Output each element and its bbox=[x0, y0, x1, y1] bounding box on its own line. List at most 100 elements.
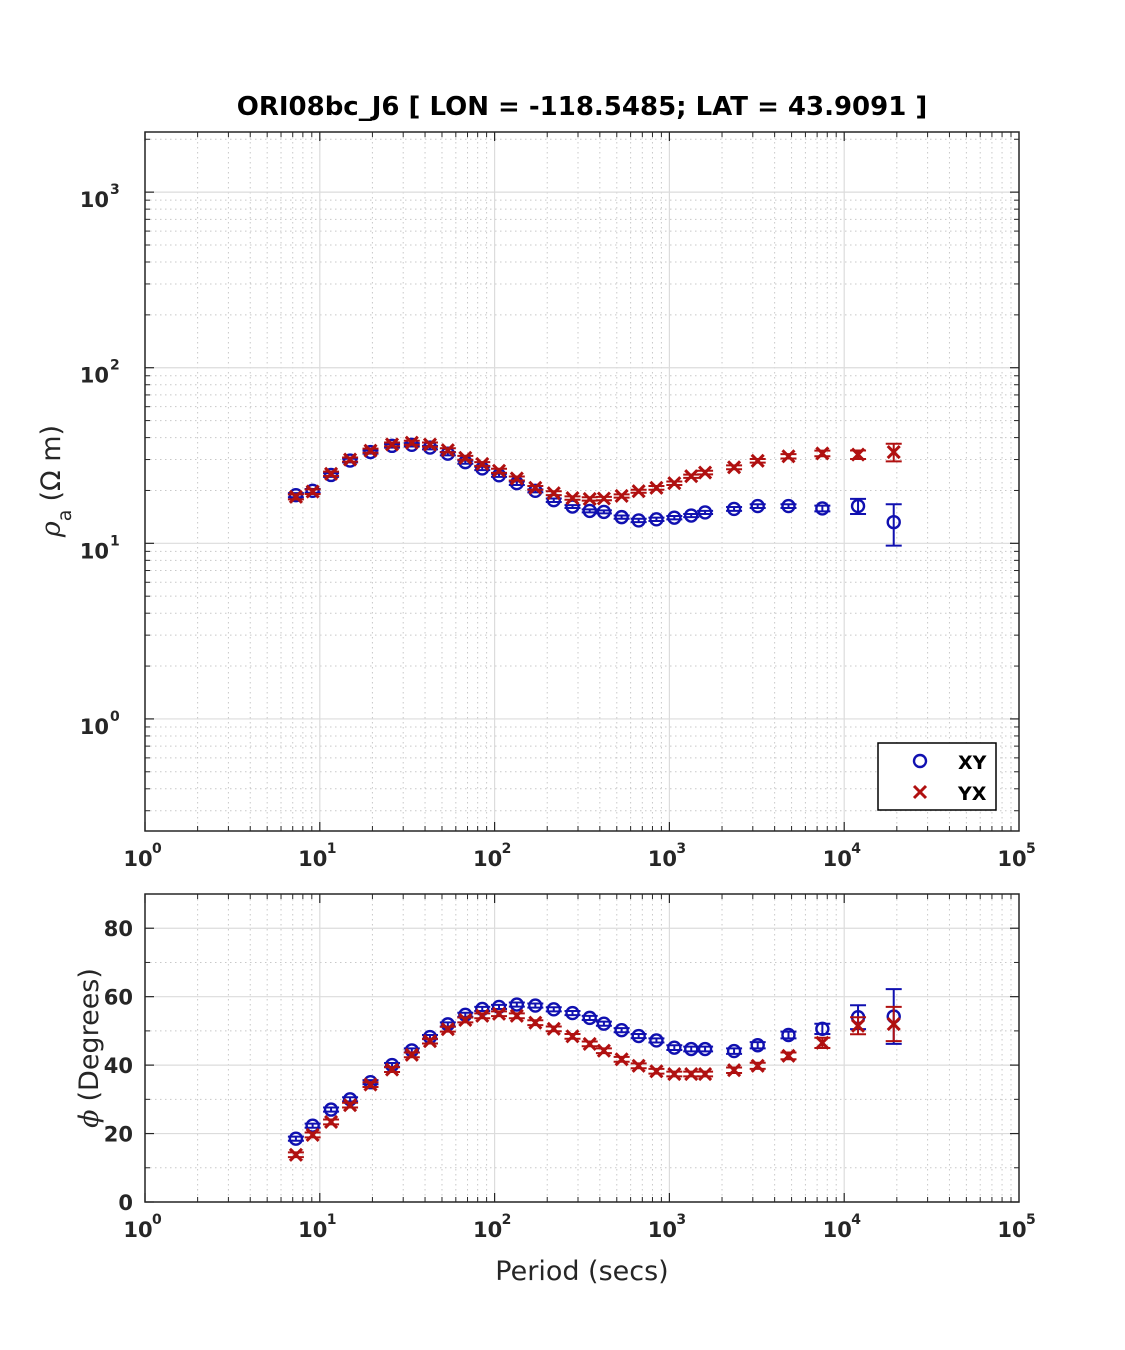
resistivity-yx-point bbox=[564, 491, 581, 506]
resistivity-unit: (Ω m) bbox=[36, 425, 67, 502]
phase-yx-marker bbox=[546, 1021, 561, 1036]
phi-symbol: ϕ bbox=[74, 1110, 105, 1128]
resistivity-yx-marker bbox=[565, 491, 580, 506]
phase-yx-point bbox=[630, 1058, 647, 1073]
resistivity-y-axis-label: ρa (Ω m) bbox=[36, 425, 76, 538]
phase-yx-marker bbox=[698, 1066, 713, 1082]
resistivity-xy-point bbox=[885, 503, 902, 547]
phase-yx-point bbox=[545, 1021, 562, 1036]
resistivity-yx-marker bbox=[475, 456, 490, 472]
resistivity-yx-point bbox=[648, 480, 665, 495]
resistivity-xy-point bbox=[666, 510, 683, 525]
resistivity-yx-marker bbox=[363, 443, 378, 458]
resistivity-yx-point bbox=[545, 486, 562, 501]
phase-yx-point bbox=[780, 1048, 797, 1063]
resistivity-yx-marker bbox=[631, 484, 646, 499]
phase-yx-point bbox=[885, 1005, 902, 1043]
resistivity-xy-marker bbox=[684, 508, 699, 523]
phase-yx-marker bbox=[305, 1127, 320, 1142]
resistivity-axes-frame bbox=[144, 131, 1020, 832]
phase-y-tick-label: 40 bbox=[104, 1054, 133, 1078]
resistivity-tick-marks bbox=[144, 132, 1019, 831]
resistivity-xy-point bbox=[749, 498, 766, 514]
phase-y-tick-label: 20 bbox=[104, 1123, 133, 1147]
resistivity-y-tick-label: 10 bbox=[80, 539, 109, 563]
phase-xy-point bbox=[780, 1027, 797, 1043]
phase-yx-point bbox=[683, 1066, 700, 1082]
phase-yx-marker bbox=[614, 1052, 629, 1067]
resistivity-x-tick-exponent: 4 bbox=[851, 841, 861, 857]
resistivity-xy-marker bbox=[781, 498, 796, 514]
phase-x-tick-exponent: 4 bbox=[851, 1212, 861, 1228]
phase-yx-point bbox=[726, 1063, 743, 1078]
phase-yx-marker bbox=[288, 1147, 303, 1162]
resistivity-x-tick-exponent: 3 bbox=[676, 841, 686, 857]
resistivity-x-tick-exponent: 2 bbox=[502, 841, 512, 857]
phase-yx-point bbox=[613, 1052, 630, 1067]
phase-yx-marker bbox=[667, 1066, 682, 1082]
resistivity-y-tick-exponent: 2 bbox=[110, 358, 120, 374]
resistivity-yx-point bbox=[304, 484, 321, 499]
phase-xy-point bbox=[545, 1002, 562, 1017]
phase-yx-point bbox=[474, 1008, 491, 1023]
resistivity-yx-point bbox=[780, 449, 797, 464]
phase-yx-point bbox=[304, 1127, 321, 1142]
phase-yx-point bbox=[403, 1047, 420, 1062]
phase-yx-marker bbox=[850, 1018, 866, 1033]
resistivity-xy-marker bbox=[726, 501, 742, 517]
phase-y-tick-label: 0 bbox=[118, 1191, 133, 1215]
phase-xy-marker bbox=[546, 1002, 561, 1017]
phase-xy-point bbox=[595, 1016, 612, 1031]
resistivity-yx-point bbox=[581, 491, 598, 506]
phase-yx-point bbox=[527, 1015, 544, 1030]
resistivity-y-tick-label: 10 bbox=[80, 364, 109, 388]
phase-xy-point bbox=[630, 1028, 647, 1044]
resistivity-yx-marker bbox=[684, 469, 699, 484]
phase-y-tick-labels: 0 20 40 60 80 bbox=[104, 917, 133, 1215]
resistivity-yx-marker bbox=[440, 443, 455, 458]
phase-yx-marker bbox=[727, 1063, 742, 1078]
legend-x-icon bbox=[912, 784, 928, 800]
phase-xy-marker bbox=[323, 1102, 339, 1117]
resistivity-yx-point bbox=[342, 452, 359, 467]
resistivity-yx-point bbox=[491, 463, 508, 478]
phase-yx-point bbox=[457, 1012, 474, 1028]
resistivity-xy-marker bbox=[596, 504, 612, 520]
resistivity-yx-point bbox=[439, 443, 456, 458]
resistivity-yx-marker bbox=[750, 453, 765, 468]
resistivity-yx-point bbox=[749, 453, 766, 468]
phase-x-tick-label: 10 bbox=[298, 1218, 327, 1242]
resistivity-xy-marker bbox=[815, 501, 830, 516]
phase-yx-point bbox=[666, 1066, 683, 1082]
legend-circle-icon bbox=[912, 753, 928, 769]
resistivity-xy-marker bbox=[342, 453, 358, 468]
phase-yx-point bbox=[850, 1016, 867, 1036]
resistivity-yx-marker bbox=[582, 491, 597, 506]
resistivity-xy-marker bbox=[667, 510, 682, 525]
legend-marker-xy bbox=[912, 753, 928, 769]
phase-yx-marker bbox=[781, 1048, 796, 1063]
resistivity-xy-marker bbox=[886, 514, 901, 530]
resistivity-yx-point bbox=[323, 466, 340, 481]
phase-xy-marker bbox=[288, 1131, 304, 1146]
resistivity-xy-point bbox=[780, 498, 797, 514]
resistivity-yx-point bbox=[508, 471, 525, 486]
resistivity-yx-point bbox=[850, 447, 867, 462]
phase-x-tick-exponent: 0 bbox=[152, 1212, 162, 1228]
phase-yx-point bbox=[287, 1147, 304, 1162]
phase-x-tick-exponent: 1 bbox=[327, 1212, 337, 1228]
phase-yx-point bbox=[749, 1058, 766, 1073]
phase-yx-marker bbox=[384, 1062, 400, 1077]
phase-yx-point bbox=[421, 1034, 438, 1049]
resistivity-yx-point bbox=[697, 465, 714, 480]
rho-subscript: a bbox=[54, 510, 76, 522]
legend-box bbox=[877, 742, 997, 811]
phase-yx-marker bbox=[565, 1029, 580, 1044]
phase-y-tick-label: 60 bbox=[104, 986, 133, 1010]
resistivity-yx-point bbox=[527, 480, 544, 495]
phase-yx-marker bbox=[582, 1036, 597, 1051]
